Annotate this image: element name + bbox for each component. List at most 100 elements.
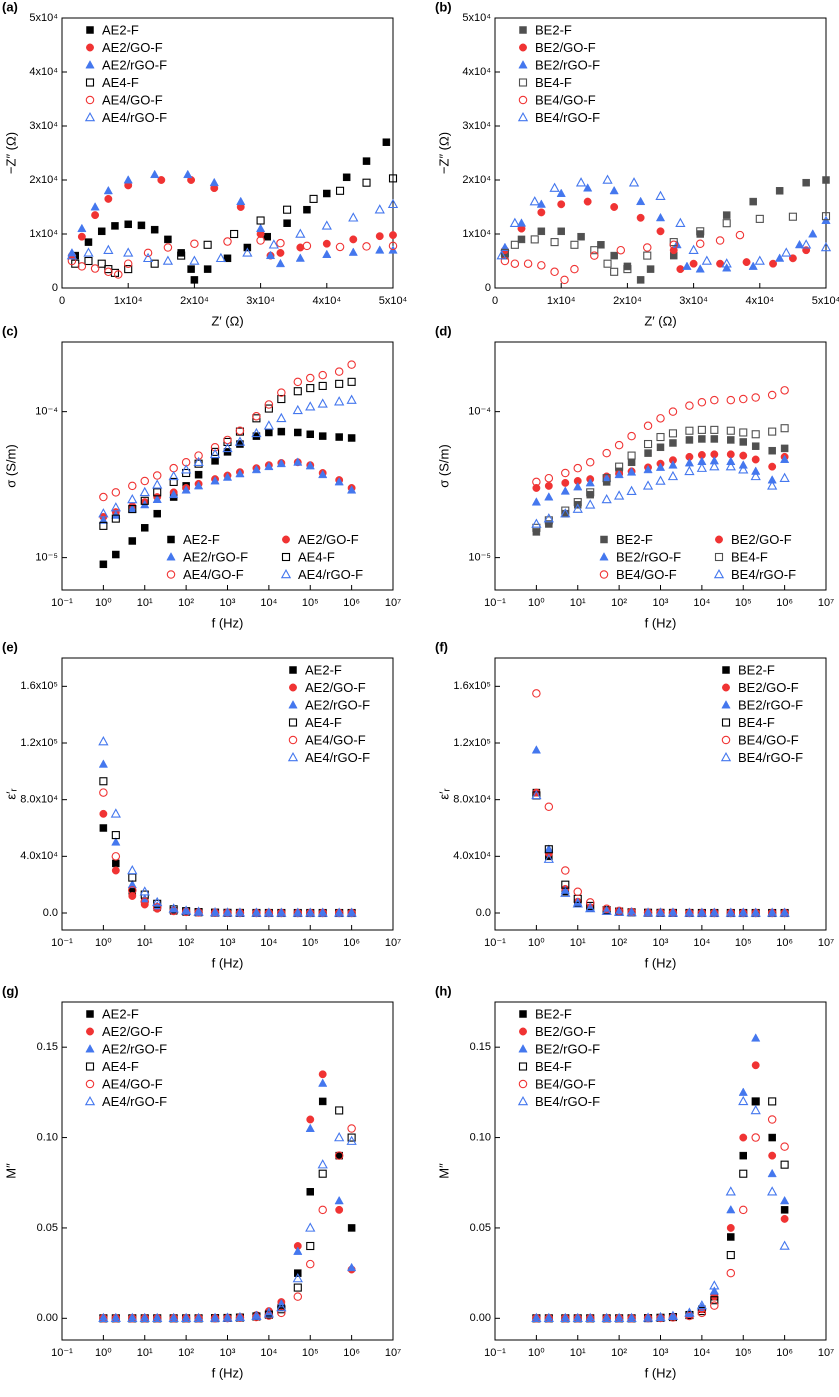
panel: (h) 10⁻¹ 10⁰ 10¹ 10² 10³ 10⁴ 10⁵ 10⁶ 10⁷ 0.00 0.05 0… [435, 983, 834, 1380]
panel: (d) 10⁻¹ 10⁰ 10¹ 10² 10³ 10⁴ 10⁵ 10⁶ 10⁷ 10⁻⁵ 10⁻⁴ f… [435, 323, 834, 630]
marker-square [685, 436, 694, 444]
marker-square [721, 718, 731, 727]
marker-triangle [628, 177, 640, 187]
marker-triangle [575, 177, 587, 187]
x-tick-label: 10⁻¹ [484, 597, 506, 609]
marker-circle [735, 230, 745, 240]
marker-triangle [738, 907, 749, 917]
panel-label: (a) [2, 0, 18, 14]
panel-label: (d) [435, 323, 452, 338]
marker-square [85, 78, 95, 87]
marker-square [739, 1151, 747, 1160]
legend-label: AE2/rGO-F [102, 57, 167, 72]
marker-square [306, 1188, 314, 1196]
x-axis-title: f (Hz) [212, 1365, 244, 1380]
marker-triangle [242, 247, 253, 257]
marker-circle [293, 377, 303, 387]
legend-label: BE2/GO-F [535, 40, 596, 55]
marker-circle [689, 259, 698, 268]
legend-label: BE4/GO-F [535, 92, 596, 107]
marker-triangle [544, 492, 554, 501]
marker-triangle [295, 253, 305, 262]
marker-triangle [251, 907, 262, 917]
marker-square [111, 514, 120, 523]
x-tick-label: 10⁴ [260, 597, 277, 609]
marker-circle [140, 476, 150, 486]
marker-square [335, 379, 344, 388]
marker-triangle [110, 1312, 121, 1323]
y-tick-label: 10⁻⁴ [35, 406, 58, 418]
marker-triangle [168, 1312, 179, 1323]
y-axis-title: σ (S/m) [3, 444, 18, 487]
x-axis-title: Z′ (Ω) [211, 313, 243, 328]
marker-circle [739, 1133, 748, 1142]
marker-square [382, 138, 391, 146]
marker-triangle [110, 502, 121, 512]
marker-square [751, 430, 760, 439]
marker-square [739, 438, 747, 446]
marker-triangle [509, 217, 520, 227]
marker-square [561, 506, 570, 515]
x-tick-label: 10⁵ [735, 597, 752, 609]
marker-circle [695, 239, 705, 248]
marker-circle [751, 455, 760, 464]
marker-square [112, 550, 120, 559]
y-tick-label: 0.00 [37, 1312, 58, 1324]
y-tick-label: 4x10⁴ [462, 66, 491, 78]
marker-triangle [103, 185, 113, 195]
marker-circle [602, 448, 611, 458]
marker-circle [289, 683, 297, 692]
marker-circle [169, 463, 178, 473]
marker-square [347, 1224, 356, 1232]
marker-square [362, 178, 371, 187]
legend-label: AE4/GO-F [102, 1076, 163, 1091]
marker-triangle [779, 472, 790, 482]
marker-triangle [251, 464, 262, 474]
marker-circle [669, 240, 678, 250]
x-tick-label: 2x10⁴ [613, 295, 642, 307]
marker-triangle [193, 1312, 204, 1323]
x-tick-label: 10⁶ [343, 937, 360, 949]
marker-square [342, 173, 351, 182]
marker-circle [643, 421, 653, 431]
legend-label: BE2-F [616, 532, 653, 547]
x-tick-label: 10⁰ [528, 1347, 545, 1359]
y-tick-label: 0.05 [37, 1222, 58, 1234]
marker-circle [157, 176, 166, 184]
marker-circle [322, 239, 331, 248]
marker-square [128, 505, 137, 514]
marker-triangle [613, 906, 625, 916]
marker-triangle [127, 493, 138, 504]
legend-label: BE2/rGO-F [535, 1041, 600, 1056]
x-tick-label: 10³ [653, 937, 669, 949]
marker-square [726, 1250, 735, 1260]
x-tick-label: 10¹ [570, 937, 586, 949]
marker-square [318, 1169, 327, 1178]
y-tick-label: 10⁻⁴ [468, 406, 491, 418]
marker-triangle [305, 1222, 316, 1232]
marker-triangle [655, 190, 666, 200]
marker-triangle [255, 223, 266, 233]
marker-square [140, 496, 149, 505]
marker-triangle [318, 1078, 328, 1087]
marker-square [309, 194, 318, 203]
marker-square [97, 227, 106, 236]
marker-square [668, 429, 678, 438]
legend-label: AE2/GO-F [305, 680, 366, 695]
marker-triangle [265, 250, 276, 260]
x-tick-label: 3x10⁴ [679, 295, 708, 307]
marker-triangle [516, 218, 527, 227]
marker-triangle [696, 907, 708, 917]
marker-square [85, 1062, 95, 1071]
marker-triangle [334, 396, 345, 406]
marker-triangle [767, 1168, 777, 1178]
marker-circle [347, 360, 356, 369]
legend-label: BE4/GO-F [616, 567, 677, 582]
legend-label: AE4/GO-F [305, 732, 366, 747]
legend-label: AE2/rGO-F [305, 697, 370, 712]
marker-triangle [738, 1087, 748, 1096]
marker-square [802, 178, 810, 187]
marker-triangle [496, 250, 507, 260]
marker-triangle [162, 255, 174, 265]
marker-triangle [346, 907, 357, 917]
